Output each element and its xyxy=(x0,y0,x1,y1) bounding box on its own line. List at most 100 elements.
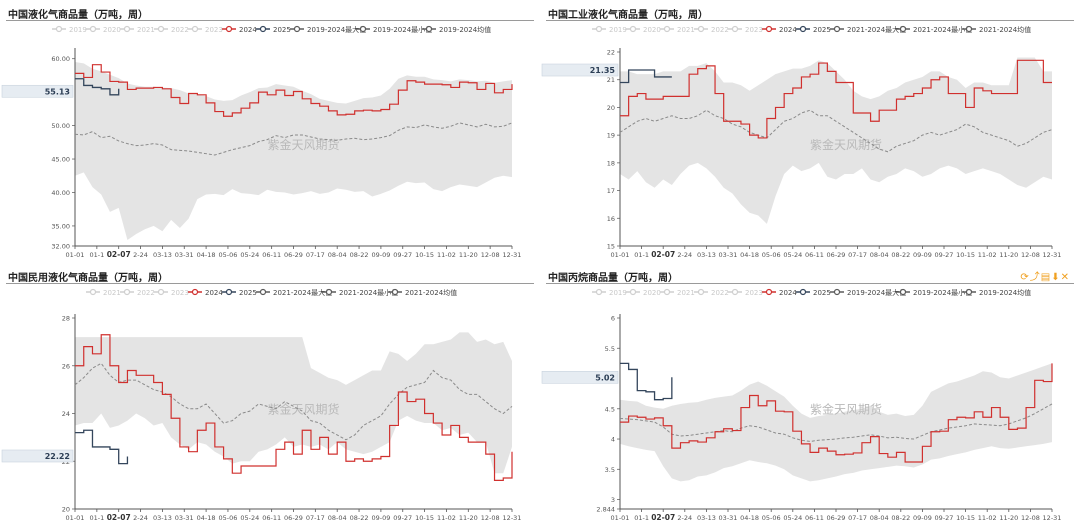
legend-marker xyxy=(157,288,165,296)
toolbox[interactable]: ⟳⤴▤⬇✕ xyxy=(1020,268,1070,283)
x-tick-label: 09-09 xyxy=(371,251,390,259)
data-view-icon[interactable]: ▤ xyxy=(1040,272,1052,283)
legend-label: 2020 xyxy=(643,289,661,297)
range-band xyxy=(75,62,512,240)
legend-item[interactable]: 2021-2024最大值 xyxy=(256,288,332,297)
legend-item[interactable]: 2019 xyxy=(52,25,87,34)
legend-item[interactable]: 2023 xyxy=(728,25,763,34)
x-tick-label: 09-27 xyxy=(393,514,412,522)
legend-item[interactable]: 2021 xyxy=(86,288,121,297)
legend-item[interactable]: 2021 xyxy=(120,25,155,34)
legend-item[interactable]: 2021-2024均值 xyxy=(388,288,457,297)
legend-item[interactable]: 2025 xyxy=(796,288,831,297)
x-tick-label: 2-24 xyxy=(133,514,148,522)
legend-item[interactable]: 2021 xyxy=(660,288,695,297)
legend-item[interactable]: 2019-2024最大值 xyxy=(290,25,366,34)
series-2024-line xyxy=(75,334,513,481)
legend-item[interactable]: 2019-2024最大值 xyxy=(830,288,906,297)
legend-item[interactable]: 2025 xyxy=(256,25,291,34)
legend: 2019 2020 2021 2022 2023 2024 2025 2019-2024最大值… xyxy=(592,288,1031,297)
legend-marker xyxy=(799,288,807,296)
x-tick-label: 10-15 xyxy=(956,514,975,522)
x-tick-label: 07-17 xyxy=(306,514,325,522)
divider xyxy=(6,283,534,284)
legend-item[interactable]: 2022 xyxy=(154,25,189,34)
legend-marker xyxy=(965,288,973,296)
legend-item[interactable]: 2021-2024最小值 xyxy=(896,25,972,34)
legend-item[interactable]: 2019 xyxy=(592,25,627,34)
legend-item[interactable]: 2025 xyxy=(796,25,831,34)
legend-item[interactable]: 2021-2024均值 xyxy=(962,25,1031,34)
legend-item[interactable]: 2021 xyxy=(660,25,695,34)
legend-item[interactable]: 2023 xyxy=(188,25,223,34)
legend-item[interactable]: 2025 xyxy=(222,288,257,297)
legend-marker xyxy=(157,25,165,33)
x-tick-label: 09-27 xyxy=(935,514,954,522)
legend-item[interactable]: 2021-2024最大值 xyxy=(830,25,906,34)
legend-item[interactable]: 2024 xyxy=(188,288,223,297)
y-tick-label: 24 xyxy=(62,410,70,418)
legend-label: 2022 xyxy=(711,289,729,297)
legend-marker xyxy=(391,288,399,296)
legend-label: 2023 xyxy=(745,289,763,297)
x-tick-label: 03-13 xyxy=(153,514,172,522)
legend-marker xyxy=(123,288,131,296)
legend-item[interactable]: 2022 xyxy=(120,288,155,297)
y-tick-label: 17 xyxy=(607,187,615,195)
x-tick-label: 09-09 xyxy=(913,514,932,522)
chart-panel-lpg: 中国液化气商品量（万吨，周） 2019 2020 2021 2022 2023 2024 2… xyxy=(0,0,540,263)
x-tick-label: 12-08 xyxy=(481,514,500,522)
legend-marker xyxy=(293,25,301,33)
legend-marker xyxy=(731,25,739,33)
line-chart-icon[interactable]: ⤴ xyxy=(1029,272,1041,283)
x-tick-label: 05-06 xyxy=(762,251,781,259)
save-image-icon[interactable]: ⬇ xyxy=(1051,272,1061,283)
x-tick-label: 05-06 xyxy=(219,514,238,522)
y-tick-label: 32.00 xyxy=(51,243,70,251)
legend-item[interactable]: 2020 xyxy=(86,25,121,34)
legend-item[interactable]: 2024 xyxy=(762,25,797,34)
legend-item[interactable]: 2023 xyxy=(728,288,763,297)
x-tick-label: 01-1 xyxy=(634,514,649,522)
refresh-icon[interactable]: ⟳ xyxy=(1020,272,1030,283)
x-tick-label: 10-15 xyxy=(415,251,434,259)
legend-item[interactable]: 2019-2024均值 xyxy=(962,288,1031,297)
legend-marker xyxy=(259,25,267,33)
legend-item[interactable]: 2022 xyxy=(694,25,729,34)
legend-item[interactable]: 2019-2024均值 xyxy=(422,25,491,34)
legend-label: 2021 xyxy=(103,289,121,297)
current-value-label: 21.35 xyxy=(590,66,616,75)
legend-item[interactable]: 2019-2024最小值 xyxy=(356,25,432,34)
legend-item[interactable]: 2024 xyxy=(222,25,257,34)
divider xyxy=(546,283,1074,284)
legend-item[interactable]: 2021-2024最小值 xyxy=(322,288,398,297)
series-2024-line xyxy=(620,59,1052,139)
legend-item[interactable]: 2020 xyxy=(626,288,661,297)
chart-svg: 2019 2020 2021 2022 2023 2024 2025 2019-2024最大值… xyxy=(541,288,1061,522)
x-tick-label: 11-02 xyxy=(437,251,456,259)
y-tick-label: 22 xyxy=(607,49,615,57)
x-tick-label: 06-11 xyxy=(805,251,824,259)
x-tick-label: 03-31 xyxy=(175,514,194,522)
watermark: 紫金天风期货 xyxy=(267,402,339,417)
legend-item[interactable]: 2019-2024最小值 xyxy=(896,288,972,297)
legend-item[interactable]: 2019 xyxy=(592,288,627,297)
x-tick-label: 03-31 xyxy=(719,251,738,259)
legend-label: 2019-2024均值 xyxy=(979,288,1031,297)
current-value-label: 55.13 xyxy=(45,87,70,96)
legend-label: 2024 xyxy=(779,26,797,34)
x-tick-label: 09-09 xyxy=(371,514,390,522)
zoom-icon[interactable]: ✕ xyxy=(1060,272,1070,283)
current-value-box xyxy=(1,84,74,98)
legend-item[interactable]: 2024 xyxy=(762,288,797,297)
legend-item[interactable]: 2023 xyxy=(154,288,189,297)
legend-item[interactable]: 2020 xyxy=(626,25,661,34)
legend-label: 2024 xyxy=(239,26,257,34)
y-tick-label: 2.844 xyxy=(596,506,615,514)
legend-marker xyxy=(697,288,705,296)
legend-marker xyxy=(833,288,841,296)
legend-item[interactable]: 2022 xyxy=(694,288,729,297)
y-tick-label: 19 xyxy=(607,132,615,140)
x-tick-label: 06-29 xyxy=(284,251,303,259)
range-band xyxy=(620,363,1052,482)
